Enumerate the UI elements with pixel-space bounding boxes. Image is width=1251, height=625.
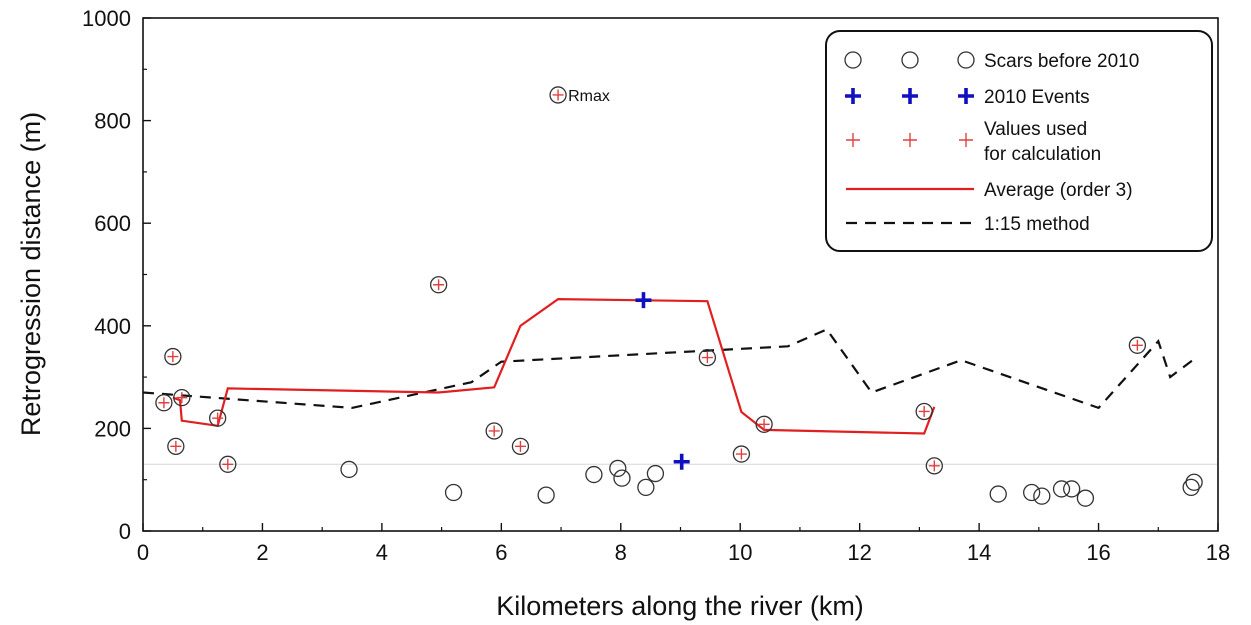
used-point-16 [1131, 339, 1143, 351]
y-tick-label-2: 400 [94, 314, 131, 339]
scar-point-13 [585, 465, 603, 484]
series-line-1-15-method [142, 328, 1195, 410]
legend-label-average: Average (order 3) [984, 180, 1133, 201]
legend-label-used-line2: for calculation [984, 144, 1101, 165]
scar-point-0 [155, 394, 173, 412]
x-tick-label-4: 8 [615, 540, 627, 565]
scar-point-12 [549, 86, 567, 104]
legend: Scars before 2010 2010 Events Values use… [825, 30, 1213, 252]
used-point-0 [158, 397, 170, 409]
scar-point-6 [340, 460, 358, 479]
x-tick-label-7: 14 [967, 540, 991, 565]
used-point-4 [212, 412, 224, 424]
scar-point-23 [989, 485, 1007, 503]
y-axis-title: Retrogression distance (m) [16, 112, 46, 436]
used-point-3 [176, 392, 188, 404]
legend-label-method: 1:15 method [984, 214, 1090, 235]
scar-point-16 [637, 478, 655, 497]
scar-point-4 [209, 409, 227, 427]
scar-point-26 [1052, 480, 1071, 498]
x-tick-label-1: 2 [256, 540, 268, 565]
curves [142, 297, 1195, 435]
used-point-12 [735, 448, 747, 460]
scar-point-7 [429, 276, 448, 294]
scar-point-19 [732, 445, 751, 463]
event-point-1 [673, 453, 690, 470]
scar-point-1 [164, 347, 182, 366]
scar-point-14 [609, 459, 627, 478]
legend-circle-0 [844, 51, 862, 69]
x-tick-label-5: 10 [728, 540, 752, 565]
x-tick-label-8: 16 [1086, 540, 1110, 565]
x-tick-label-6: 12 [847, 540, 871, 565]
x-tick-label-3: 6 [495, 540, 507, 565]
scar-point-30 [1182, 478, 1200, 497]
scar-point-31 [1185, 473, 1203, 491]
legend-box [825, 30, 1213, 252]
used-point-9 [552, 89, 564, 101]
used-point-15 [928, 460, 940, 472]
legend-blue-plus-0 [845, 88, 861, 104]
markers [155, 86, 1203, 507]
legend-red-plus-0 [846, 133, 860, 147]
legend-red-plus-1 [903, 133, 917, 147]
scar-point-10 [511, 437, 530, 456]
scar-point-9 [485, 422, 503, 440]
scar-point-25 [1033, 487, 1051, 505]
scar-point-22 [925, 457, 943, 475]
scar-point-28 [1076, 489, 1095, 507]
scar-point-15 [613, 469, 631, 487]
scar-point-21 [915, 402, 933, 421]
used-point-11 [701, 352, 713, 364]
scar-point-2 [167, 437, 185, 456]
legend-circle-1 [901, 51, 919, 69]
scar-point-5 [219, 455, 237, 473]
x-tick-label-0: 0 [137, 540, 149, 565]
x-axis-title: Kilometers along the river (km) [496, 591, 864, 621]
used-point-2 [170, 440, 182, 452]
series-line-average [172, 297, 936, 435]
scar-point-29 [1128, 336, 1147, 354]
used-point-13 [758, 418, 770, 430]
used-point-7 [488, 425, 500, 437]
scar-point-11 [537, 486, 555, 504]
event-point-0 [635, 292, 652, 309]
scar-point-20 [755, 415, 773, 433]
legend-label-events: 2010 Events [984, 87, 1090, 108]
legend-label-scars: Scars before 2010 [984, 51, 1139, 72]
legend-label-used-line1: Values used [984, 119, 1087, 140]
scar-point-8 [444, 483, 463, 502]
x-tick-label-2: 4 [376, 540, 388, 565]
y-tick-label-0: 0 [119, 519, 131, 544]
legend-symbols [844, 51, 975, 225]
used-point-1 [167, 351, 179, 363]
used-point-5 [222, 458, 234, 470]
y-tick-label-5: 1000 [82, 6, 131, 31]
used-point-14 [918, 405, 930, 417]
scar-point-18 [698, 348, 717, 367]
legend-blue-plus-1 [902, 88, 918, 104]
scar-point-3 [173, 388, 191, 407]
scar-point-17 [646, 464, 665, 483]
y-tick-label-1: 200 [94, 416, 131, 441]
x-tick-label-9: 18 [1206, 540, 1230, 565]
used-point-6 [433, 279, 445, 291]
scar-point-24 [1023, 483, 1041, 502]
y-tick-label-3: 600 [94, 211, 131, 236]
y-tick-label-4: 800 [94, 109, 131, 134]
legend-red-plus-2 [959, 133, 973, 147]
ticks: 0 2 4 6 8 10 12 14 16 18 0 200 400 600 800 1000 [82, 6, 1230, 565]
rmax-annotation: Rmax [568, 88, 610, 105]
scar-point-27 [1063, 480, 1081, 498]
legend-blue-plus-2 [958, 88, 974, 104]
legend-circle-2 [957, 51, 975, 69]
used-point-8 [514, 440, 526, 452]
